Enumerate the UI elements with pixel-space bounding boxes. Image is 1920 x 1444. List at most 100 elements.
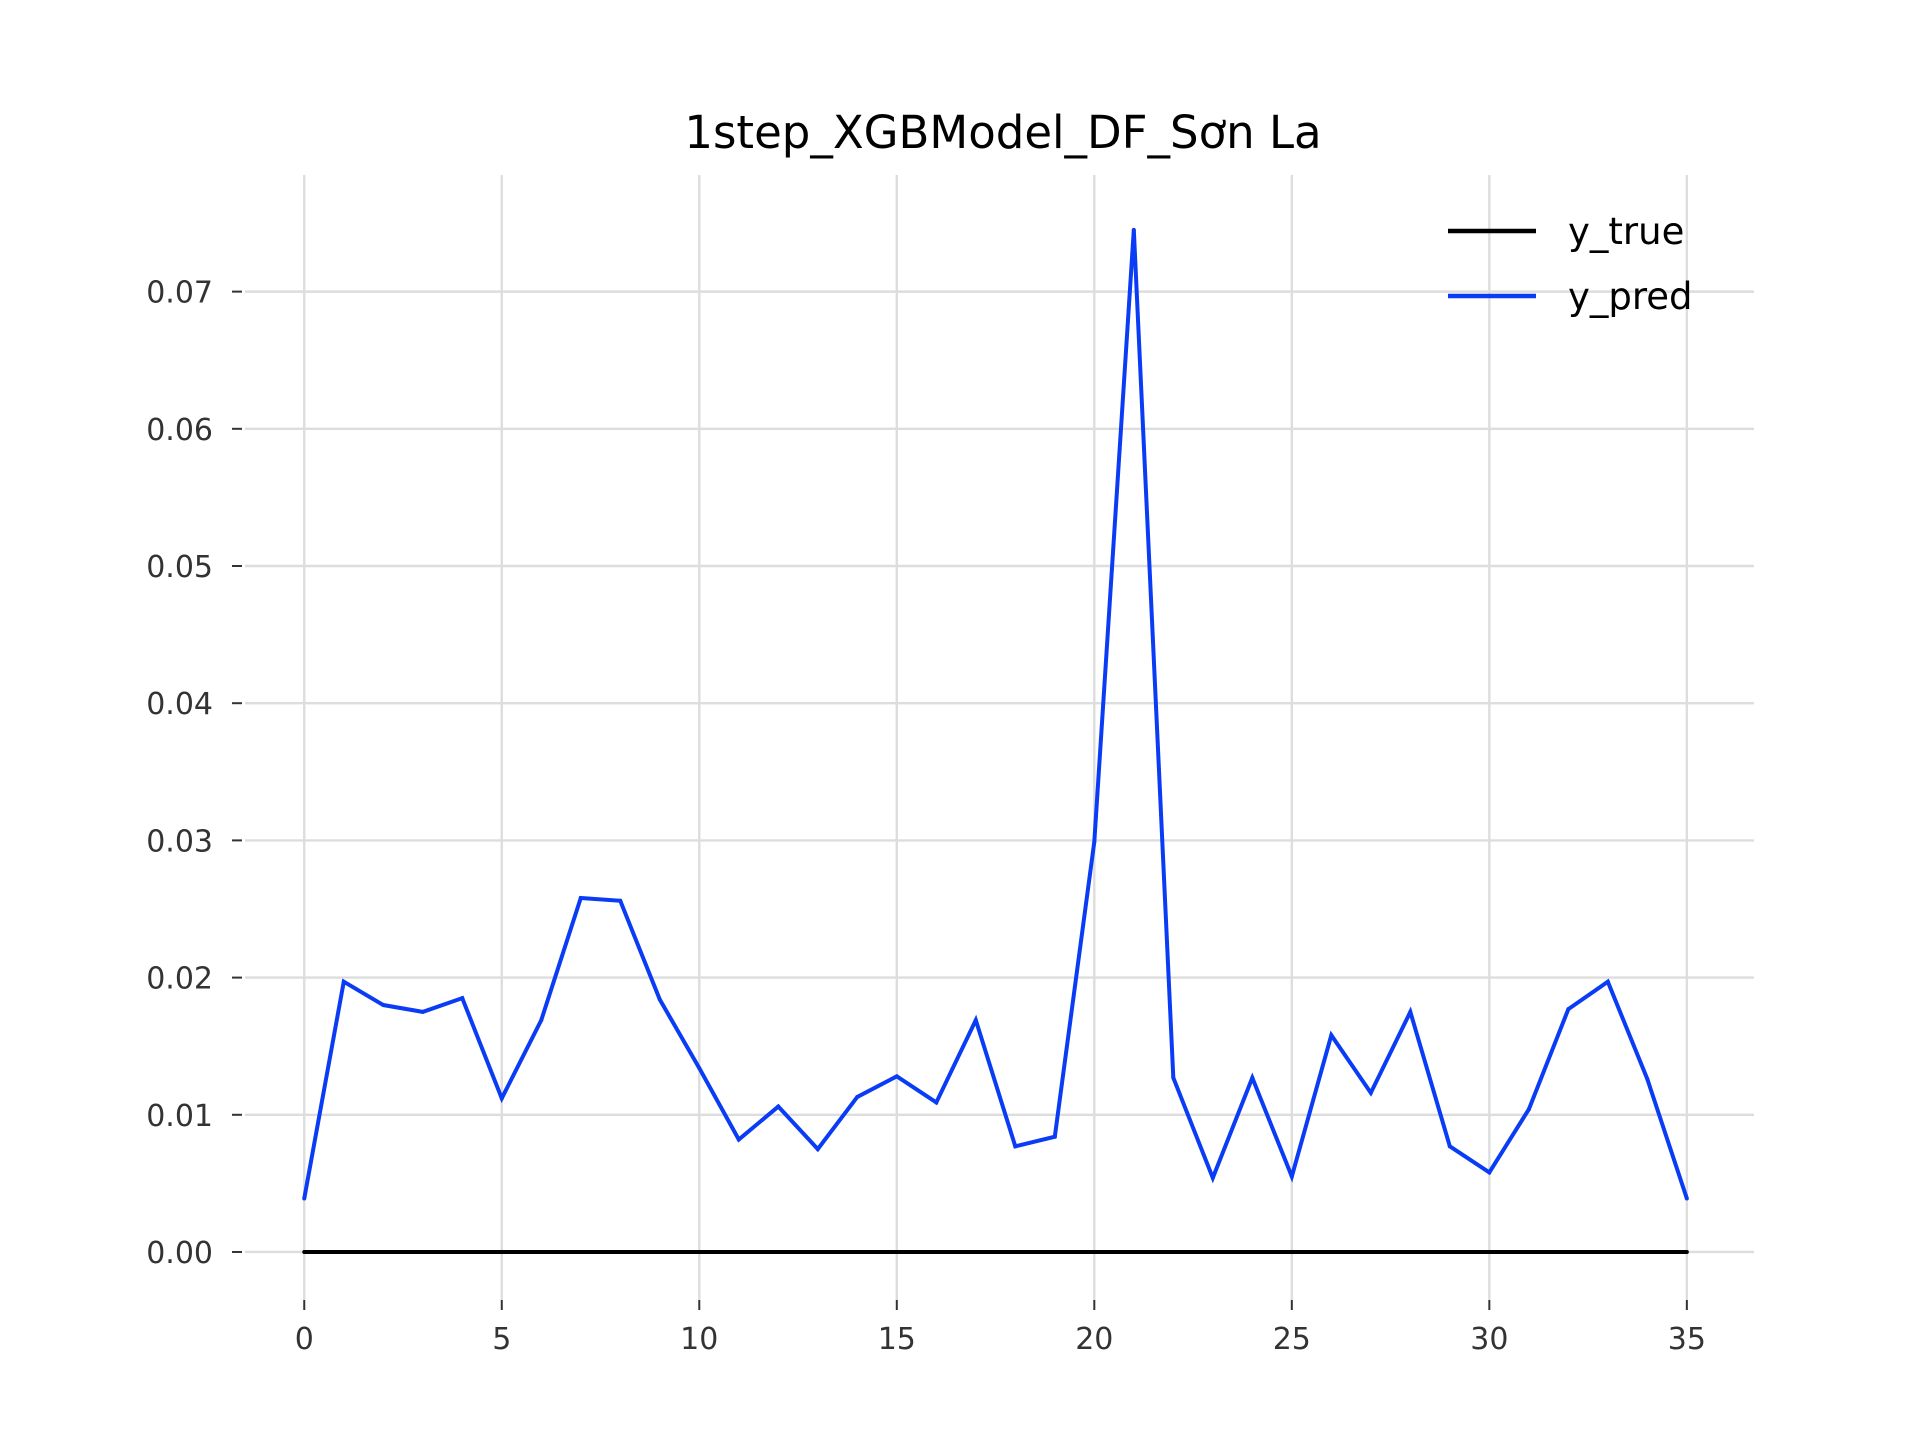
data-point [618, 898, 623, 903]
data-point [302, 1196, 307, 1201]
gridlines [245, 175, 1754, 1300]
data-point [1447, 1249, 1452, 1254]
chart-title: 1step_XGBModel_DF_Sơn La [684, 106, 1321, 159]
data-point [1408, 1249, 1413, 1254]
data-point [1526, 1107, 1531, 1112]
data-point [1210, 1175, 1215, 1180]
data-point [1645, 1249, 1650, 1254]
data-point [1013, 1249, 1018, 1254]
legend-label-y-pred: y_pred [1568, 275, 1693, 318]
data-point [1526, 1249, 1531, 1254]
data-point [1368, 1249, 1373, 1254]
data-point [1605, 979, 1610, 984]
y-tick-label: 0.02 [146, 962, 213, 997]
x-tick-label: 0 [295, 1322, 314, 1357]
data-point [776, 1249, 781, 1254]
data-point [855, 1094, 860, 1099]
data-point [697, 1066, 702, 1071]
data-point [1250, 1075, 1255, 1080]
axes: 0 5 10 15 20 25 30 35 0.00 0.01 0.02 0.03 0.04 0.05 0.… [146, 276, 1706, 1357]
data-point [539, 1249, 544, 1254]
data-point [973, 1249, 978, 1254]
data-point [341, 1249, 346, 1254]
data-point [499, 1249, 504, 1254]
data-point [1289, 1249, 1294, 1254]
data-point [1013, 1144, 1018, 1149]
legend: y_true y_pred [1448, 210, 1693, 318]
data-point [1092, 1249, 1097, 1254]
data-point [1684, 1196, 1689, 1201]
data-point [1329, 1249, 1334, 1254]
data-point [1171, 1075, 1176, 1080]
data-point [1408, 1009, 1413, 1014]
data-point [1210, 1249, 1215, 1254]
x-tick-label: 35 [1668, 1322, 1706, 1357]
data-point [381, 1003, 386, 1008]
data-point [1605, 1249, 1610, 1254]
data-point [381, 1249, 386, 1254]
data-point [855, 1249, 860, 1254]
data-point [1289, 1174, 1294, 1179]
data-point [1645, 1077, 1650, 1082]
data-point [657, 1249, 662, 1254]
series-lines [302, 227, 1689, 1254]
data-point [973, 1018, 978, 1023]
data-point [302, 1249, 307, 1254]
data-point [1131, 1249, 1136, 1254]
data-point [460, 996, 465, 1001]
data-point [460, 1249, 465, 1254]
data-point [736, 1137, 741, 1142]
data-point [1131, 227, 1136, 232]
data-point [697, 1249, 702, 1254]
data-point [736, 1249, 741, 1254]
y-tick-label: 0.00 [146, 1236, 213, 1271]
data-point [1052, 1249, 1057, 1254]
data-point [1052, 1134, 1057, 1139]
x-tick-label: 10 [680, 1322, 718, 1357]
data-point [1566, 1007, 1571, 1012]
data-point [657, 997, 662, 1002]
x-tick-label: 25 [1273, 1322, 1311, 1357]
series-line-y-pred [302, 229, 1689, 1200]
data-point [341, 979, 346, 984]
data-point [1329, 1033, 1334, 1038]
series-points-y-true [302, 1249, 1689, 1254]
data-point [934, 1249, 939, 1254]
data-point [420, 1009, 425, 1014]
data-point [1684, 1249, 1689, 1254]
data-point [1566, 1249, 1571, 1254]
data-point [1092, 839, 1097, 844]
y-tick-label: 0.01 [146, 1099, 213, 1134]
data-point [1487, 1249, 1492, 1254]
data-point [1487, 1170, 1492, 1175]
data-point [578, 896, 583, 901]
data-point [1250, 1249, 1255, 1254]
y-tick-label: 0.06 [146, 413, 213, 448]
x-tick-label: 15 [878, 1322, 916, 1357]
data-point [815, 1147, 820, 1152]
data-point [618, 1249, 623, 1254]
data-point [420, 1249, 425, 1254]
data-point [1368, 1090, 1373, 1095]
data-point [499, 1096, 504, 1101]
data-point [578, 1249, 583, 1254]
x-tick-label: 5 [492, 1322, 511, 1357]
x-tick-label: 20 [1075, 1322, 1113, 1357]
legend-label-y-true: y_true [1568, 210, 1684, 253]
y-tick-label: 0.05 [146, 550, 213, 585]
y-tick-label: 0.07 [146, 276, 213, 311]
data-point [815, 1249, 820, 1254]
data-point [776, 1104, 781, 1109]
data-point [894, 1074, 899, 1079]
data-point [894, 1249, 899, 1254]
x-tick-label: 30 [1470, 1322, 1508, 1357]
data-point [934, 1100, 939, 1105]
y-tick-label: 0.04 [146, 687, 213, 722]
y-tick-label: 0.03 [146, 824, 213, 859]
data-point [539, 1018, 544, 1023]
data-point [1447, 1144, 1452, 1149]
data-point [1171, 1249, 1176, 1254]
series-points-y-pred [302, 227, 1689, 1201]
